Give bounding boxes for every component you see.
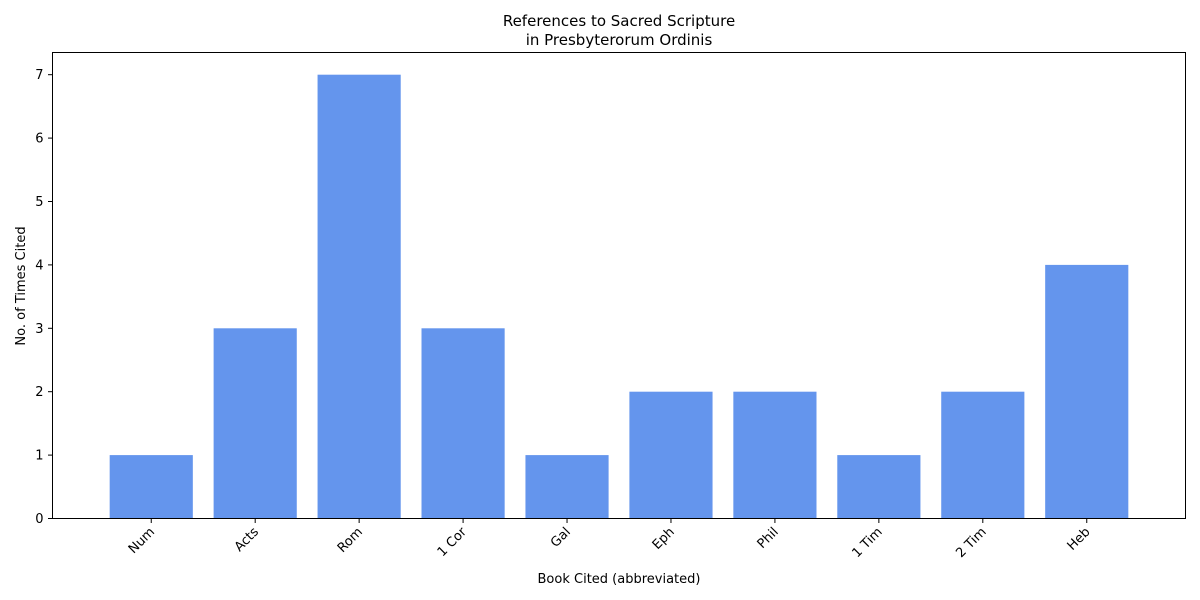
bar-1-tim [837,455,921,519]
y-tick-label: 5 [35,195,43,210]
y-tick-label: 7 [35,68,43,83]
bar-1-cor [421,328,505,519]
bar-gal [525,455,609,519]
x-axis: Num Acts Rom 1 Cor Gal Eph Phil 1 Tim 2 Tim Heb [126,518,1094,561]
bar-heb [1045,264,1129,519]
x-tick-label: Phil [755,525,782,552]
y-axis: 0 1 2 3 4 5 6 7 [35,68,53,527]
y-tick-label: 3 [35,322,43,337]
x-tick-label: Heb [1065,525,1094,554]
x-tick-label: 1 Cor [435,524,471,560]
plot-frame [52,52,1186,519]
y-tick-label: 6 [35,132,43,147]
x-tick-label: Acts [232,525,262,555]
bar-phil [733,391,817,519]
bar-eph [629,391,713,519]
x-tick-label: 2 Tim [953,525,989,561]
x-tick-label: Rom [335,525,366,556]
bar-num [109,455,193,519]
y-axis-label: No. of Times Cited [14,226,29,345]
bar-rom [317,74,401,519]
y-tick-label: 2 [35,385,43,400]
bars-group [109,74,1129,519]
chart-title-line-2: in Presbyterorum Ordinis [526,31,713,49]
bar-2-tim [941,391,1025,519]
x-tick-label: Eph [650,525,678,553]
y-tick-label: 4 [35,258,43,273]
x-tick-label: Gal [548,525,574,551]
x-axis-label: Book Cited (abbreviated) [538,572,701,587]
y-tick-label: 1 [35,449,43,464]
bar-acts [213,328,297,519]
x-tick-label: 1 Tim [849,525,885,561]
y-tick-label: 0 [35,512,43,527]
chart-title-line-1: References to Sacred Scripture [503,12,735,30]
x-tick-label: Num [126,525,158,557]
